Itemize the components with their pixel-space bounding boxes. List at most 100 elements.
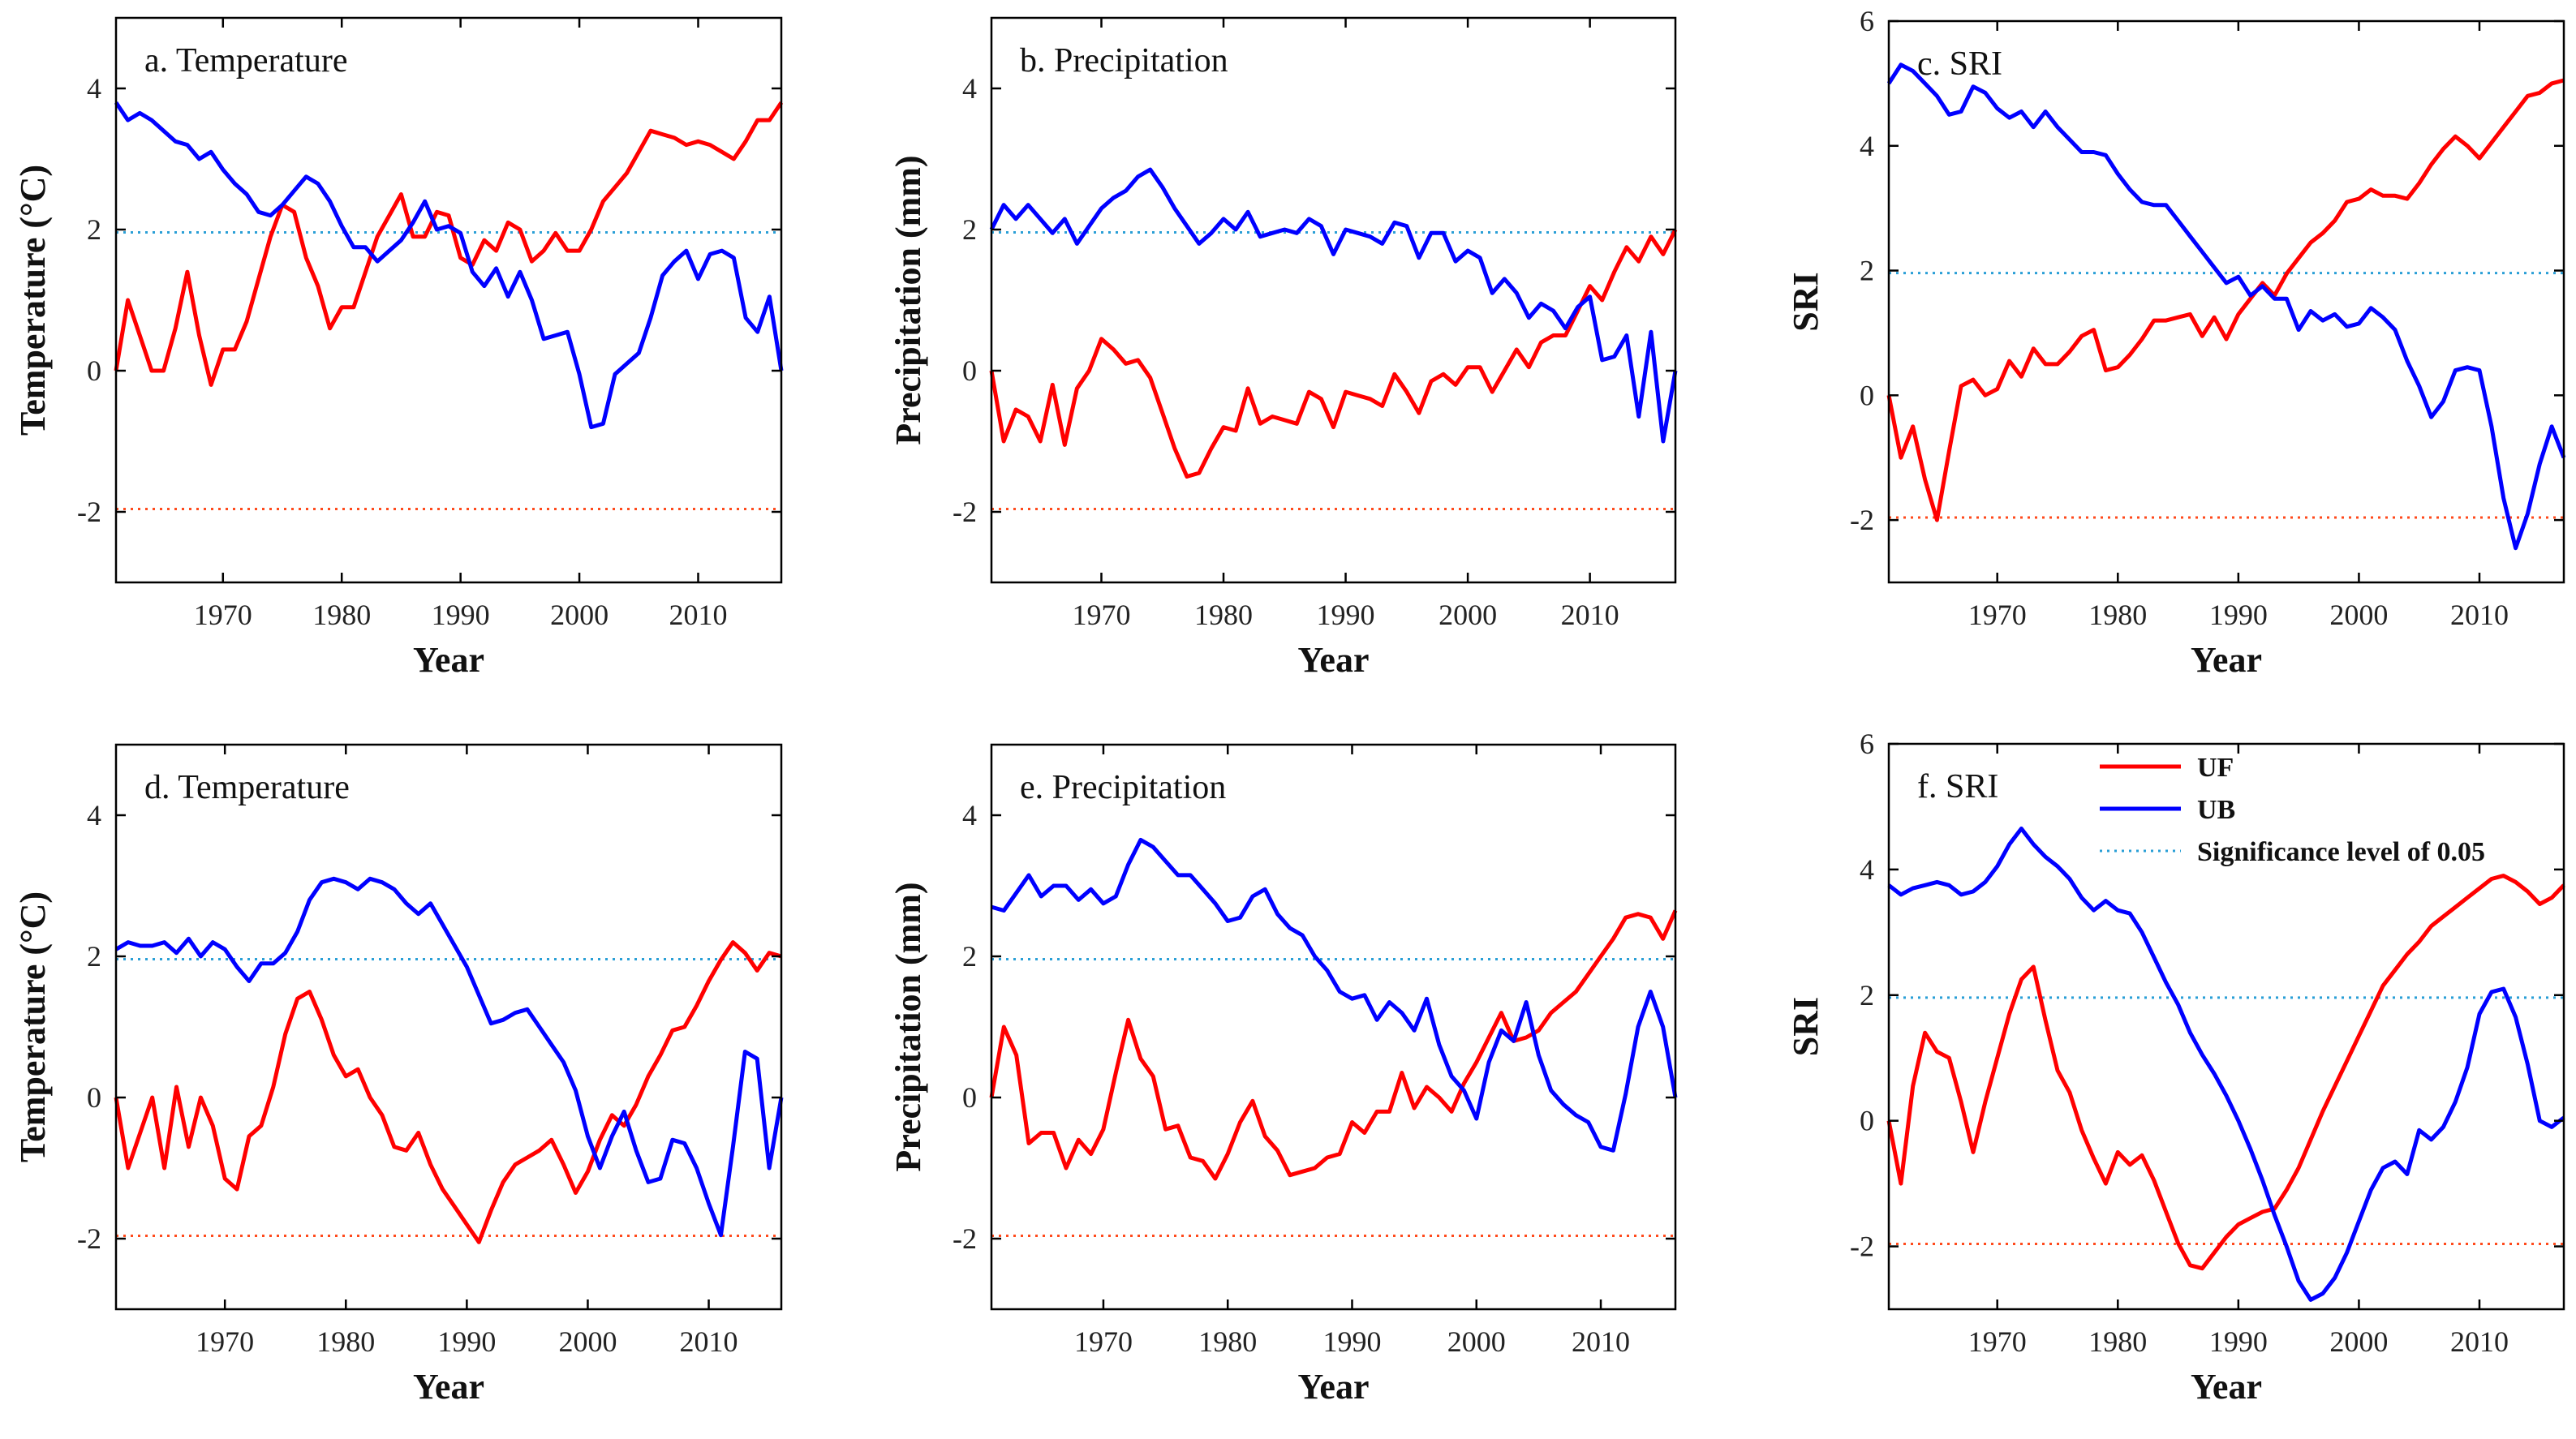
y-tick-label: 0 xyxy=(1860,1105,1874,1137)
y-tick-label: 2 xyxy=(1860,979,1874,1012)
y-tick-label: 2 xyxy=(962,940,977,973)
series-line-uf xyxy=(114,940,782,1244)
series-line-ub xyxy=(1887,827,2565,1302)
y-tick-label: 4 xyxy=(87,799,101,831)
axes-box xyxy=(990,16,1677,584)
panel-title: b. Precipitation xyxy=(1020,42,1228,79)
x-tick-label: 1970 xyxy=(196,1325,254,1358)
series-line-uf xyxy=(989,228,1678,479)
y-tick-label: 6 xyxy=(1860,5,1874,37)
y-tick-label: 0 xyxy=(87,354,101,387)
panel-title: d. Temperature xyxy=(144,769,350,806)
panel-title: f. SRI xyxy=(1917,768,1998,805)
x-tick-label: 1970 xyxy=(194,599,252,631)
y-axis-label: SRI xyxy=(1786,272,1826,331)
y-axis-label: Temperature (°C) xyxy=(13,165,53,436)
series-line-ub xyxy=(114,876,784,1238)
panel-a: -2 0 2 4 1970 1980 1990 2000 2010 a. Temperature Y… xyxy=(13,16,784,680)
y-tick-label: 2 xyxy=(87,213,101,246)
x-tick-label: 1990 xyxy=(432,599,490,631)
y-axis-label: SRI xyxy=(1786,997,1826,1056)
y-tick-label: 0 xyxy=(962,1081,977,1114)
x-tick-label: 2010 xyxy=(1561,599,1619,631)
axes-box xyxy=(1887,742,2565,1311)
legend-uf-label: UF xyxy=(2197,753,2234,783)
y-tick-label: -2 xyxy=(1850,504,1874,536)
x-tick-label: 2010 xyxy=(680,1325,738,1358)
y-tick-label: 4 xyxy=(1860,853,1874,886)
axes-box xyxy=(114,743,783,1311)
x-tick-label: 1970 xyxy=(1072,599,1130,631)
x-tick-label: 2000 xyxy=(2329,1325,2388,1358)
x-axis-label: Year xyxy=(413,1367,484,1407)
y-axis-label: Precipitation (mm) xyxy=(888,882,928,1171)
y-tick-label: -2 xyxy=(77,496,101,528)
panel-title: a. Temperature xyxy=(144,42,347,79)
axes-box xyxy=(990,743,1677,1311)
x-tick-label: 1980 xyxy=(1198,1325,1257,1358)
x-axis-label: Year xyxy=(413,640,484,680)
x-axis-label: Year xyxy=(2191,1367,2262,1407)
series-line-uf xyxy=(1886,78,2565,522)
y-axis-label: Temperature (°C) xyxy=(13,891,53,1162)
y-tick-label: -2 xyxy=(77,1222,101,1255)
x-tick-label: 2010 xyxy=(669,599,728,631)
x-tick-label: 2000 xyxy=(1439,599,1497,631)
x-tick-label: 1990 xyxy=(1317,599,1375,631)
panel-d: -2 0 2 4 1970 1980 1990 2000 2010 d. Temperature Y… xyxy=(13,743,784,1407)
y-tick-label: 0 xyxy=(1860,379,1874,411)
x-tick-label: 2010 xyxy=(2450,1325,2509,1358)
x-tick-label: 2010 xyxy=(2450,599,2509,631)
panel-f: -2 0 2 4 6 1970 1980 1990 2000 2010 f. SRI Year SRI U… xyxy=(1786,728,2565,1407)
x-tick-label: 2000 xyxy=(1447,1325,1506,1358)
y-tick-label: -2 xyxy=(1850,1231,1874,1263)
x-tick-label: 2000 xyxy=(550,599,609,631)
series-line-ub xyxy=(991,837,1678,1153)
x-tick-label: 1990 xyxy=(2209,1325,2268,1358)
x-tick-label: 2000 xyxy=(2329,599,2388,631)
legend-ub-label: UB xyxy=(2197,795,2235,825)
series-line-ub xyxy=(114,101,784,430)
y-tick-label: 0 xyxy=(87,1081,101,1114)
x-tick-label: 2010 xyxy=(1572,1325,1630,1358)
y-tick-label: 4 xyxy=(962,72,977,105)
x-tick-label: 2000 xyxy=(558,1325,617,1358)
legend-significance-label: Significance level of 0.05 xyxy=(2197,837,2485,867)
x-tick-label: 1990 xyxy=(437,1325,496,1358)
y-tick-label: -2 xyxy=(953,496,977,528)
y-tick-label: 2 xyxy=(1860,255,1874,287)
series-line-uf xyxy=(1886,874,2565,1271)
y-tick-label: 0 xyxy=(962,354,977,387)
x-axis-label: Year xyxy=(2191,640,2262,680)
x-tick-label: 1970 xyxy=(1074,1325,1133,1358)
y-tick-label: 4 xyxy=(87,72,101,105)
series-line-ub xyxy=(989,167,1678,444)
x-axis-label: Year xyxy=(1298,640,1370,680)
panel-title: e. Precipitation xyxy=(1020,769,1226,806)
x-tick-label: 1980 xyxy=(2088,1325,2147,1358)
x-tick-label: 1970 xyxy=(1968,1325,2027,1358)
panel-c: -2 0 2 4 6 1970 1980 1990 2000 2010 c. SRI Year SRI xyxy=(1786,5,2566,680)
x-tick-label: 1980 xyxy=(2088,599,2147,631)
axes-box xyxy=(114,16,783,584)
y-tick-label: 2 xyxy=(87,940,101,973)
x-tick-label: 1980 xyxy=(316,1325,375,1358)
x-tick-label: 1990 xyxy=(2209,599,2268,631)
x-tick-label: 1990 xyxy=(1322,1325,1381,1358)
y-tick-label: 6 xyxy=(1860,728,1874,760)
x-tick-label: 1980 xyxy=(1194,599,1253,631)
axes-box xyxy=(1887,19,2565,584)
x-axis-label: Year xyxy=(1298,1367,1370,1407)
x-tick-label: 1980 xyxy=(312,599,371,631)
panel-title: c. SRI xyxy=(1917,45,2002,83)
y-tick-label: 2 xyxy=(962,213,977,246)
series-line-uf xyxy=(989,909,1678,1181)
series-line-uf xyxy=(114,101,784,387)
panel-e: -2 0 2 4 1970 1980 1990 2000 2010 e. Precipitatio… xyxy=(888,743,1678,1407)
y-tick-label: 4 xyxy=(962,799,977,831)
series-line-ub xyxy=(1886,62,2566,551)
legend: UF UB Significance level of 0.05 xyxy=(2100,753,2485,867)
y-axis-label: Precipitation (mm) xyxy=(888,155,928,445)
y-tick-label: -2 xyxy=(953,1222,977,1255)
